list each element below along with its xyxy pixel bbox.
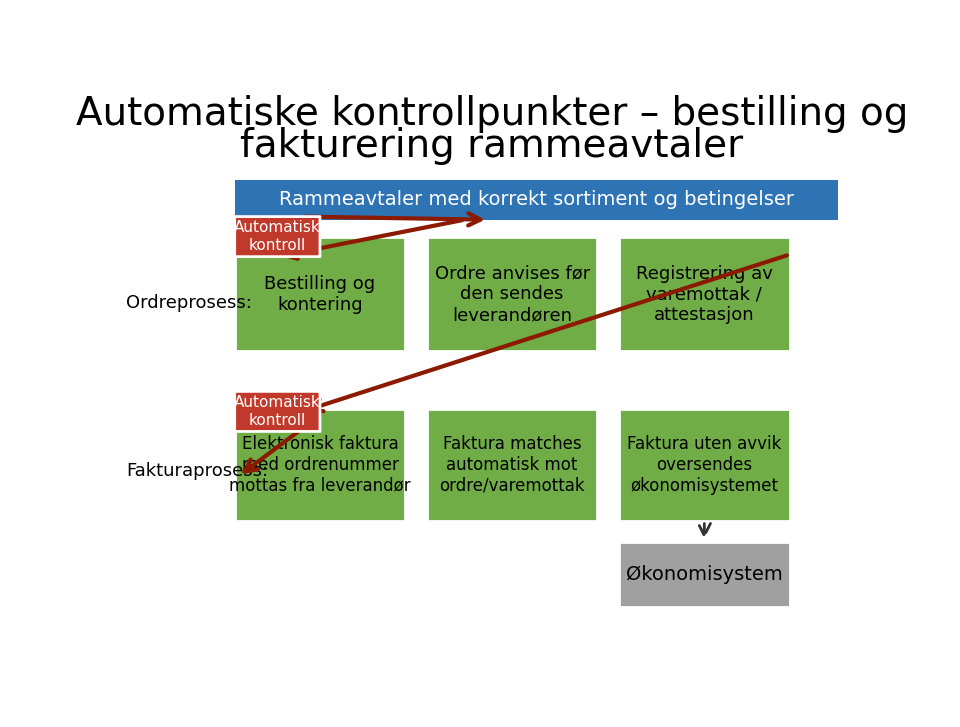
Text: Rammeavtaler med korrekt sortiment og betingelser: Rammeavtaler med korrekt sortiment og be… [278,190,794,209]
Text: Bestilling og
kontering: Bestilling og kontering [264,275,375,314]
Text: Automatiske kontrollpunkter – bestilling og: Automatiske kontrollpunkter – bestilling… [76,95,908,133]
FancyBboxPatch shape [619,238,789,351]
Text: Fakturaprosess:: Fakturaprosess: [126,462,269,480]
FancyBboxPatch shape [234,409,405,521]
Text: Faktura matches
automatisk mot
ordre/varemottak: Faktura matches automatisk mot ordre/var… [440,435,585,495]
FancyBboxPatch shape [234,180,838,220]
FancyBboxPatch shape [427,238,597,351]
Text: Økonomisystem: Økonomisystem [626,565,782,584]
Text: Ordre anvises før
den sendes
leverandøren: Ordre anvises før den sendes leverandøre… [435,265,589,324]
Text: Faktura uten avvik
oversendes
økonomisystemet: Faktura uten avvik oversendes økonomisys… [627,435,781,495]
Text: Automatisk
kontroll: Automatisk kontroll [234,395,321,427]
Text: Elektronisk faktura
med ordrenummer
mottas fra leverandør: Elektronisk faktura med ordrenummer mott… [229,435,411,495]
FancyBboxPatch shape [234,238,405,351]
Text: fakturering rammeavtaler: fakturering rammeavtaler [240,127,744,165]
FancyBboxPatch shape [234,217,320,257]
FancyBboxPatch shape [427,409,597,521]
FancyBboxPatch shape [234,391,320,431]
FancyBboxPatch shape [619,542,789,607]
Text: Registrering av
varemottak /
attestasjon: Registrering av varemottak / attestasjon [636,265,773,324]
FancyBboxPatch shape [619,409,789,521]
Text: Automatisk
kontroll: Automatisk kontroll [234,220,321,253]
Text: Ordreprosess:: Ordreprosess: [126,294,252,312]
